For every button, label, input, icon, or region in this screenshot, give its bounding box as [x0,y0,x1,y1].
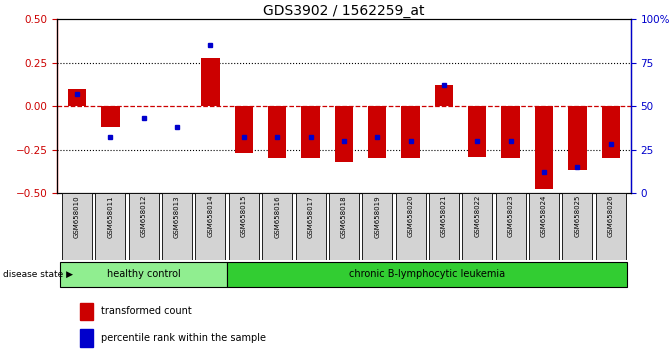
Bar [101,106,119,127]
Bar [568,106,586,170]
Text: GSM658026: GSM658026 [608,195,614,238]
FancyBboxPatch shape [227,262,627,287]
Bar [535,106,553,189]
FancyBboxPatch shape [262,193,292,260]
Title: GDS3902 / 1562259_at: GDS3902 / 1562259_at [263,5,425,18]
Bar [80,329,93,347]
Bar [201,58,219,106]
Bar [435,85,453,106]
Text: percentile rank within the sample: percentile rank within the sample [101,333,266,343]
FancyBboxPatch shape [195,193,225,260]
FancyBboxPatch shape [295,193,325,260]
Bar [268,106,287,158]
FancyBboxPatch shape [329,193,359,260]
FancyBboxPatch shape [60,262,227,287]
Bar [501,106,520,158]
FancyBboxPatch shape [462,193,493,260]
Bar [80,303,93,320]
Text: GSM658014: GSM658014 [207,195,213,238]
Text: GSM658024: GSM658024 [541,195,547,237]
FancyBboxPatch shape [562,193,592,260]
Bar [68,89,86,106]
Text: GSM658011: GSM658011 [107,195,113,238]
Text: transformed count: transformed count [101,306,192,316]
Bar [335,106,353,162]
FancyBboxPatch shape [95,193,125,260]
FancyBboxPatch shape [529,193,559,260]
Text: GSM658016: GSM658016 [274,195,280,238]
Text: disease state ▶: disease state ▶ [3,270,73,279]
Text: chronic B-lymphocytic leukemia: chronic B-lymphocytic leukemia [349,269,505,279]
Text: GSM658025: GSM658025 [574,195,580,237]
Text: GSM658023: GSM658023 [508,195,514,238]
FancyBboxPatch shape [162,193,192,260]
Text: GSM658019: GSM658019 [374,195,380,238]
Text: GSM658021: GSM658021 [441,195,447,238]
Text: GSM658022: GSM658022 [474,195,480,237]
FancyBboxPatch shape [596,193,626,260]
Bar [401,106,420,158]
Bar [235,106,253,153]
Text: GSM658010: GSM658010 [74,195,80,238]
FancyBboxPatch shape [396,193,425,260]
FancyBboxPatch shape [496,193,525,260]
Text: GSM658020: GSM658020 [407,195,413,238]
Text: GSM658015: GSM658015 [241,195,247,238]
Text: GSM658012: GSM658012 [141,195,147,238]
Text: GSM658018: GSM658018 [341,195,347,238]
Bar [301,106,319,158]
FancyBboxPatch shape [62,193,92,260]
FancyBboxPatch shape [129,193,159,260]
Text: GSM658013: GSM658013 [174,195,180,238]
FancyBboxPatch shape [362,193,393,260]
Text: GSM658017: GSM658017 [307,195,313,238]
Bar [368,106,386,158]
FancyBboxPatch shape [229,193,259,260]
Bar [602,106,620,158]
Text: healthy control: healthy control [107,269,180,279]
Bar [468,106,486,156]
FancyBboxPatch shape [429,193,459,260]
